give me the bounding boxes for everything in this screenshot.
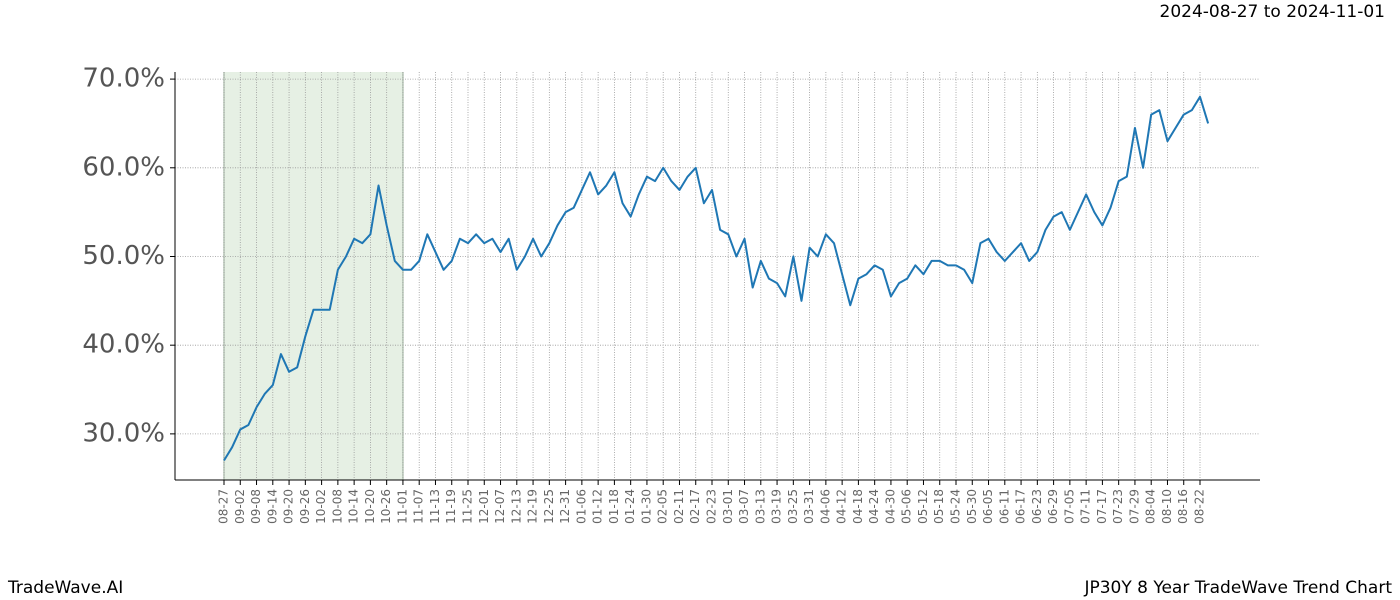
x-tick-label: 05-18	[932, 489, 946, 524]
y-tick-label: 40.0%	[82, 330, 165, 360]
x-tick-label: 06-23	[1030, 489, 1044, 524]
x-tick-label: 03-13	[753, 489, 767, 524]
x-tick-label: 02-23	[705, 489, 719, 524]
x-tick-label: 05-30	[965, 489, 979, 524]
x-tick-label: 05-06	[900, 489, 914, 524]
x-tick-label: 01-06	[574, 489, 588, 524]
x-tick-label: 08-10	[1160, 489, 1174, 524]
x-tick-label: 11-01	[395, 489, 409, 524]
y-tick-label: 30.0%	[82, 418, 165, 448]
x-tick-label: 02-05	[656, 489, 670, 524]
x-tick-label: 04-18	[851, 489, 865, 524]
x-tick-label: 05-12	[916, 489, 930, 524]
x-tick-label: 11-07	[412, 489, 426, 524]
trend-line	[223, 95, 1210, 462]
x-tick-label: 02-11	[672, 489, 686, 524]
x-tick-label: 07-23	[1111, 489, 1125, 524]
x-tick-label: 03-19	[770, 489, 784, 524]
x-tick-label: 01-24	[623, 489, 637, 524]
x-tick-label: 08-04	[1144, 489, 1158, 524]
x-tick-label: 09-14	[265, 489, 279, 524]
x-tick-label: 09-26	[298, 489, 312, 524]
y-tick-label: 60.0%	[82, 152, 165, 182]
x-tick-label: 12-25	[542, 489, 556, 524]
x-tick-label: 10-14	[347, 489, 361, 524]
x-tick-label: 08-16	[1176, 489, 1190, 524]
x-tick-label: 01-30	[639, 489, 653, 524]
x-tick-label: 11-19	[444, 489, 458, 524]
x-tick-label: 01-18	[607, 489, 621, 524]
x-tick-label: 02-17	[688, 489, 702, 524]
x-tick-label: 12-19	[526, 489, 540, 524]
x-tick-label: 11-25	[461, 489, 475, 524]
x-tick-label: 04-12	[835, 489, 849, 524]
chart-title: JP30Y 8 Year TradeWave Trend Chart	[1083, 578, 1392, 598]
x-tick-label: 12-31	[558, 489, 572, 524]
x-tick-label: 12-13	[509, 489, 523, 524]
date-range: 2024-08-27 to 2024-11-01	[1160, 2, 1385, 22]
y-tick-label: 50.0%	[82, 241, 165, 271]
x-tick-label: 10-20	[363, 489, 377, 524]
x-tick-label: 05-24	[949, 489, 963, 524]
x-tick-label: 07-11	[1079, 489, 1093, 524]
x-tick-label: 07-17	[1095, 489, 1109, 524]
x-tick-label: 06-11	[997, 489, 1011, 524]
x-tick-label: 09-02	[233, 489, 247, 524]
x-tick-label: 10-02	[314, 489, 328, 524]
x-tick-label: 11-13	[428, 489, 442, 524]
x-tick-label: 07-29	[1127, 489, 1141, 524]
x-tick-label: 03-07	[737, 489, 751, 524]
x-tick-label: 03-31	[802, 489, 816, 524]
x-tick-label: 08-27	[217, 489, 231, 524]
x-tick-label: 04-30	[883, 489, 897, 524]
x-tick-label: 10-26	[379, 489, 393, 524]
x-tick-label: 09-08	[249, 489, 263, 524]
x-tick-label: 06-29	[1046, 489, 1060, 524]
x-tick-label: 08-22	[1193, 489, 1207, 524]
brand: TradeWave.AI	[7, 578, 123, 598]
x-tick-label: 09-20	[282, 489, 296, 524]
x-tick-label: 01-12	[591, 489, 605, 524]
y-tick-label: 70.0%	[82, 64, 165, 94]
x-tick-label: 07-05	[1062, 489, 1076, 524]
x-tick-label: 06-17	[1014, 489, 1028, 524]
x-tick-label: 12-01	[477, 489, 491, 524]
x-tick-label: 06-05	[981, 489, 995, 524]
x-tick-label: 04-24	[867, 489, 881, 524]
x-tick-label: 10-08	[330, 489, 344, 524]
x-tick-label: 03-25	[786, 489, 800, 524]
x-tick-label: 04-06	[818, 489, 832, 524]
x-tick-label: 12-07	[493, 489, 507, 524]
x-tick-label: 03-01	[721, 489, 735, 524]
